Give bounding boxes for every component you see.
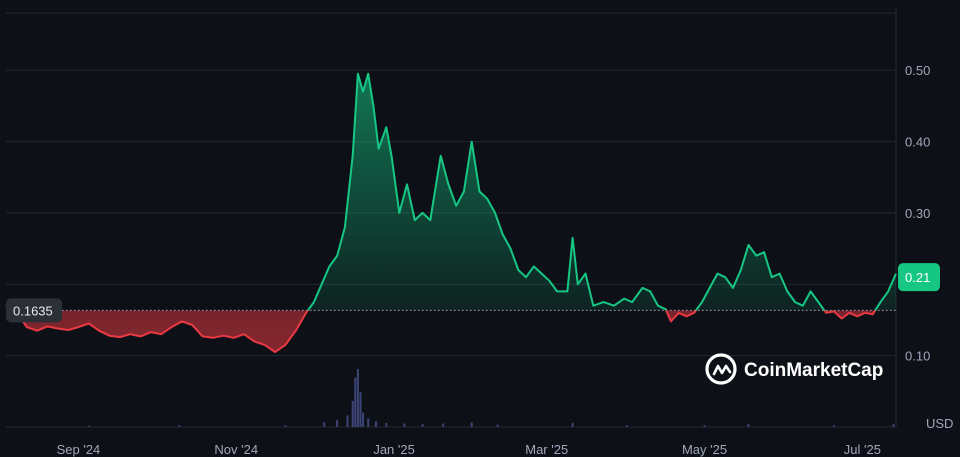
volume-bar <box>470 422 473 427</box>
current-badge-label: 0.21 <box>905 270 930 285</box>
volume-bar <box>284 425 287 427</box>
y-axis-ticks: 0.10 0.30 0.40 0.50 <box>905 63 930 363</box>
volume-bar <box>571 422 574 427</box>
currency-unit-label: USD <box>926 416 953 431</box>
price-line-down <box>12 310 877 354</box>
price-line <box>5 72 897 354</box>
volume-bar <box>496 424 499 427</box>
reference-badge-background <box>6 298 62 323</box>
volume-bar <box>354 377 357 427</box>
current-badge-background <box>898 263 940 292</box>
x-tick-label: Jul '25 <box>844 442 881 457</box>
y-tick-label: 0.30 <box>905 206 930 221</box>
coinmarketcap-logo-icon <box>705 353 737 385</box>
volume-bar <box>892 424 895 427</box>
y-tick-label: 0.40 <box>905 135 930 150</box>
volume-bar <box>178 425 181 427</box>
volume-bar <box>346 415 349 427</box>
x-tick-label: May '25 <box>682 442 727 457</box>
volume-bar <box>351 400 354 427</box>
volume-bar <box>625 425 628 427</box>
x-tick-label: Nov '24 <box>214 442 258 457</box>
reference-badge-label: 0.1635 <box>13 303 53 318</box>
volume-bar <box>832 425 835 427</box>
volume-bar <box>356 369 359 427</box>
y-tick-label: 0.50 <box>905 63 930 78</box>
volume-bar <box>442 423 445 427</box>
volume-bar <box>323 422 326 427</box>
x-tick-label: Jan '25 <box>373 442 415 457</box>
x-tick-label: Mar '25 <box>525 442 568 457</box>
price-line-up <box>5 72 897 311</box>
x-tick-label: Sep '24 <box>57 442 101 457</box>
volume-bar <box>421 424 424 427</box>
volume-bar <box>374 421 377 427</box>
volume-bar <box>362 412 365 427</box>
volume-bar <box>359 392 362 427</box>
x-axis-ticks: Sep '24 Nov '24 Jan '25 Mar '25 May '25 Jul '… <box>57 442 881 457</box>
volume-bar <box>403 423 406 427</box>
watermark-brand-text: CoinMarketCap <box>744 360 883 381</box>
volume-bar <box>703 425 706 427</box>
volume-bar <box>385 422 388 427</box>
current-price-badge: 0.21 <box>898 263 940 292</box>
volume-bars <box>87 369 895 427</box>
volume-bar <box>87 425 90 427</box>
y-tick-label: 0.10 <box>905 349 930 364</box>
reference-price-badge: 0.1635 <box>6 298 62 323</box>
volume-bar <box>747 424 750 427</box>
coinmarketcap-watermark: CoinMarketCap <box>705 353 883 385</box>
volume-bar <box>336 420 339 427</box>
area-below-reference <box>14 310 876 353</box>
volume-bar <box>367 418 370 427</box>
